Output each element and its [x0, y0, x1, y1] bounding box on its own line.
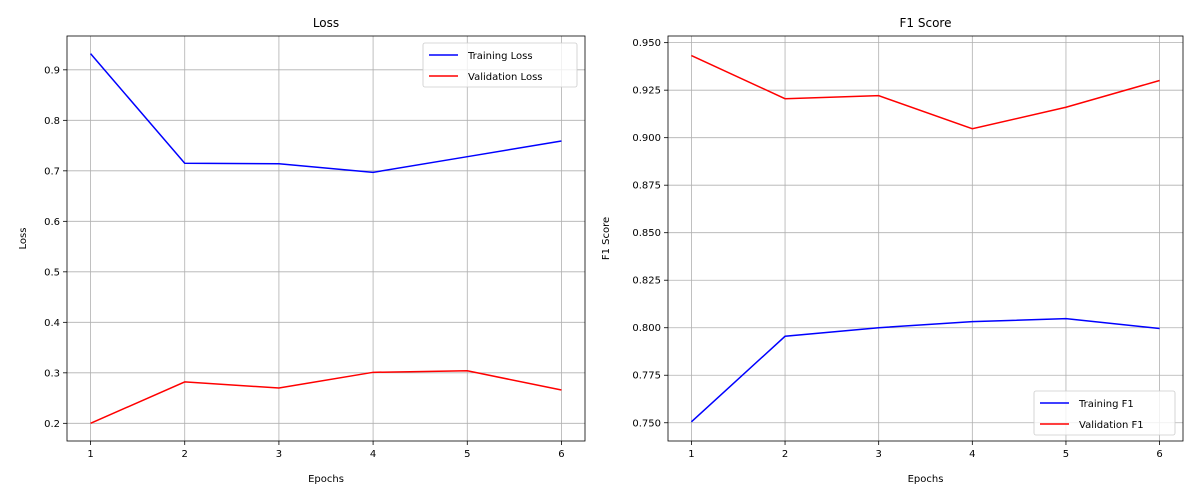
y-tick-label: 0.6: [44, 217, 60, 228]
x-tick-label: 1: [87, 449, 93, 460]
legend-label-validation-loss: Validation Loss: [468, 72, 543, 83]
x-tick-label: 3: [276, 449, 282, 460]
legend-box: [1033, 390, 1176, 436]
x-tick-label: 1: [688, 449, 694, 460]
legend: Training Loss Validation Loss: [422, 42, 578, 88]
y-tick-label: 0.900: [632, 133, 661, 144]
legend-box: [422, 42, 578, 88]
y-axis-label: F1 Score: [601, 217, 612, 260]
y-tick-label: 0.2: [44, 419, 60, 430]
y-tick-label: 0.925: [632, 86, 661, 97]
y-tick-label: 0.7: [44, 166, 60, 177]
x-tick-label: 5: [464, 449, 470, 460]
series-line-training-f1: [690, 317, 1160, 423]
legend: Training F1 Validation F1: [1033, 390, 1176, 436]
y-tick-label: 0.5: [44, 267, 60, 278]
series-line-validation-f1: [691, 54, 1160, 130]
series-line-training-loss: [89, 53, 562, 174]
y-tick-label: 0.875: [632, 181, 661, 192]
plot-frame: [667, 35, 1184, 442]
y-axis-label: Loss: [18, 228, 29, 250]
series-line-validation-loss: [90, 370, 562, 425]
x-tick-label: 4: [370, 449, 376, 460]
y-tick-label: 0.800: [632, 323, 661, 334]
x-axis-label: Epochs: [308, 474, 344, 485]
x-tick-label: 2: [182, 449, 188, 460]
y-tick-label: 0.8: [44, 116, 60, 127]
chart-title: F1 Score: [900, 16, 952, 30]
chart-title: Loss: [313, 16, 339, 30]
y-tick-label: 0.4: [44, 318, 60, 329]
x-tick-label: 3: [875, 449, 881, 460]
plot-frame: [66, 35, 586, 442]
x-tick-label: 4: [969, 449, 975, 460]
y-tick-label: 0.950: [632, 38, 661, 49]
x-tick-label: 6: [1156, 449, 1162, 460]
x-tick-label: 2: [782, 449, 788, 460]
y-tick-label: 0.775: [632, 371, 661, 382]
legend-label-validation-f1: Validation F1: [1079, 420, 1144, 431]
legend-label-training-f1: Training F1: [1078, 399, 1134, 410]
y-tick-label: 0.850: [632, 228, 661, 239]
y-tick-label: 0.9: [44, 65, 60, 76]
loss-chart: 1 2 3 4 5 6 0.2 0.3 0.4 0.5 0.6 0.7 0.8 0.9 Loss Epochs…: [18, 16, 586, 485]
y-tick-label: 0.3: [44, 368, 60, 379]
x-tick-label: 5: [1063, 449, 1069, 460]
y-tick-label: 0.825: [632, 276, 661, 287]
x-axis-label: Epochs: [908, 474, 944, 485]
legend-label-training-loss: Training Loss: [467, 51, 533, 62]
x-tick-label: 6: [558, 449, 564, 460]
f1-score-chart: 1 2 3 4 5 6 0.750 0.775 0.800 0.825 0.850 0.875 0.90…: [601, 16, 1184, 485]
grid-lines: [668, 36, 1183, 441]
y-tick-label: 0.750: [632, 418, 661, 429]
